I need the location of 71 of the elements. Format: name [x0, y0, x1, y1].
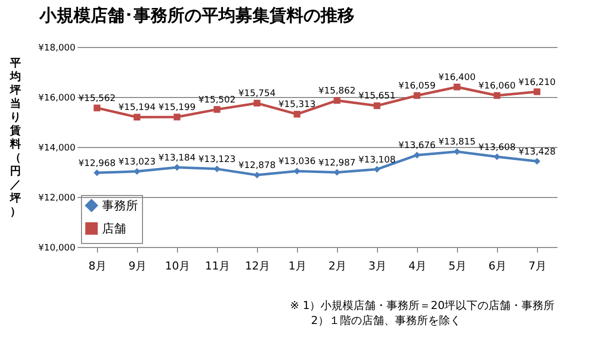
point	[494, 153, 500, 160]
point	[494, 92, 500, 99]
point	[414, 92, 420, 99]
y-tick-label: ¥14,000	[38, 144, 76, 154]
y-tick-label: ¥16,000	[38, 94, 76, 104]
x-tick-label: 3月	[368, 260, 386, 272]
x-tick-label: 2月	[328, 260, 346, 272]
legend-label: 店舗	[102, 222, 126, 236]
point	[94, 104, 100, 112]
point	[214, 106, 220, 113]
x-tick-label: 1月	[288, 260, 306, 272]
point	[174, 114, 180, 120]
text: ※ 1）小規模店舗・事務所＝20坪以下の店舗・事務所	[290, 298, 555, 313]
x-tick-label: 4月	[408, 260, 426, 272]
data-label: ¥15,754	[238, 89, 276, 100]
data-label: ¥16,400	[438, 73, 476, 83]
point	[294, 168, 300, 174]
x-tick-label: 8月	[88, 260, 106, 272]
x-tick-label: 10月	[165, 260, 190, 272]
x-tick-label: 9月	[128, 260, 146, 272]
point	[374, 166, 380, 173]
data-label: ¥15,199	[158, 103, 196, 114]
data-label: ¥16,210	[518, 78, 556, 88]
point	[94, 169, 100, 176]
data-label: ¥15,194	[118, 103, 156, 114]
data-label: ¥13,108	[358, 155, 396, 166]
point	[174, 164, 180, 171]
x-tick-label: 7月	[528, 260, 546, 272]
data-label: ¥15,651	[358, 92, 396, 102]
data-label: ¥13,023	[118, 157, 156, 168]
text: 平均坪当り賃料（円／坪）	[10, 56, 21, 218]
point	[374, 102, 380, 110]
data-label: ¥13,815	[438, 138, 476, 148]
data-label: ¥15,502	[198, 95, 236, 106]
y-tick-label: ¥12,000	[38, 194, 76, 204]
data-label: ¥12,968	[78, 158, 116, 169]
data-label: ¥15,313	[278, 100, 316, 110]
point	[214, 166, 220, 172]
point	[254, 100, 260, 107]
point	[414, 152, 420, 158]
point	[454, 148, 460, 155]
x-tick-label: 11月	[205, 260, 230, 272]
data-label: ¥13,123	[198, 154, 236, 165]
data-label: ¥12,987	[318, 158, 356, 168]
point	[254, 172, 260, 178]
point	[534, 88, 540, 96]
y-tick-label: ¥10,000	[38, 244, 76, 254]
point	[454, 84, 460, 90]
data-label: ¥13,676	[398, 141, 436, 152]
data-label: ¥13,184	[158, 153, 196, 164]
point	[334, 97, 340, 104]
data-label: ¥16,060	[478, 82, 516, 92]
text: 2）１階の店舗、事務所を除く	[310, 313, 462, 328]
x-tick-label: 5月	[448, 260, 466, 272]
point	[534, 158, 540, 165]
data-label: ¥15,562	[78, 94, 116, 104]
point	[294, 110, 300, 118]
x-tick-label: 12月	[245, 260, 270, 272]
data-label: ¥12,878	[238, 161, 276, 172]
data-label: ¥15,862	[318, 86, 356, 96]
data-label: ¥16,059	[398, 82, 436, 92]
x-tick-label: 6月	[488, 260, 506, 272]
point	[134, 114, 140, 121]
y-tick-label: ¥18,000	[38, 44, 76, 54]
data-label: ¥13,428	[518, 147, 556, 158]
data-label: ¥13,608	[478, 142, 516, 153]
point	[134, 168, 140, 175]
legend-label: 事務所	[102, 198, 138, 212]
data-label: ¥13,036	[278, 157, 316, 168]
point	[334, 168, 340, 176]
chart-title: 小規模店舗･事務所の平均募集賃料の推移	[38, 6, 354, 26]
